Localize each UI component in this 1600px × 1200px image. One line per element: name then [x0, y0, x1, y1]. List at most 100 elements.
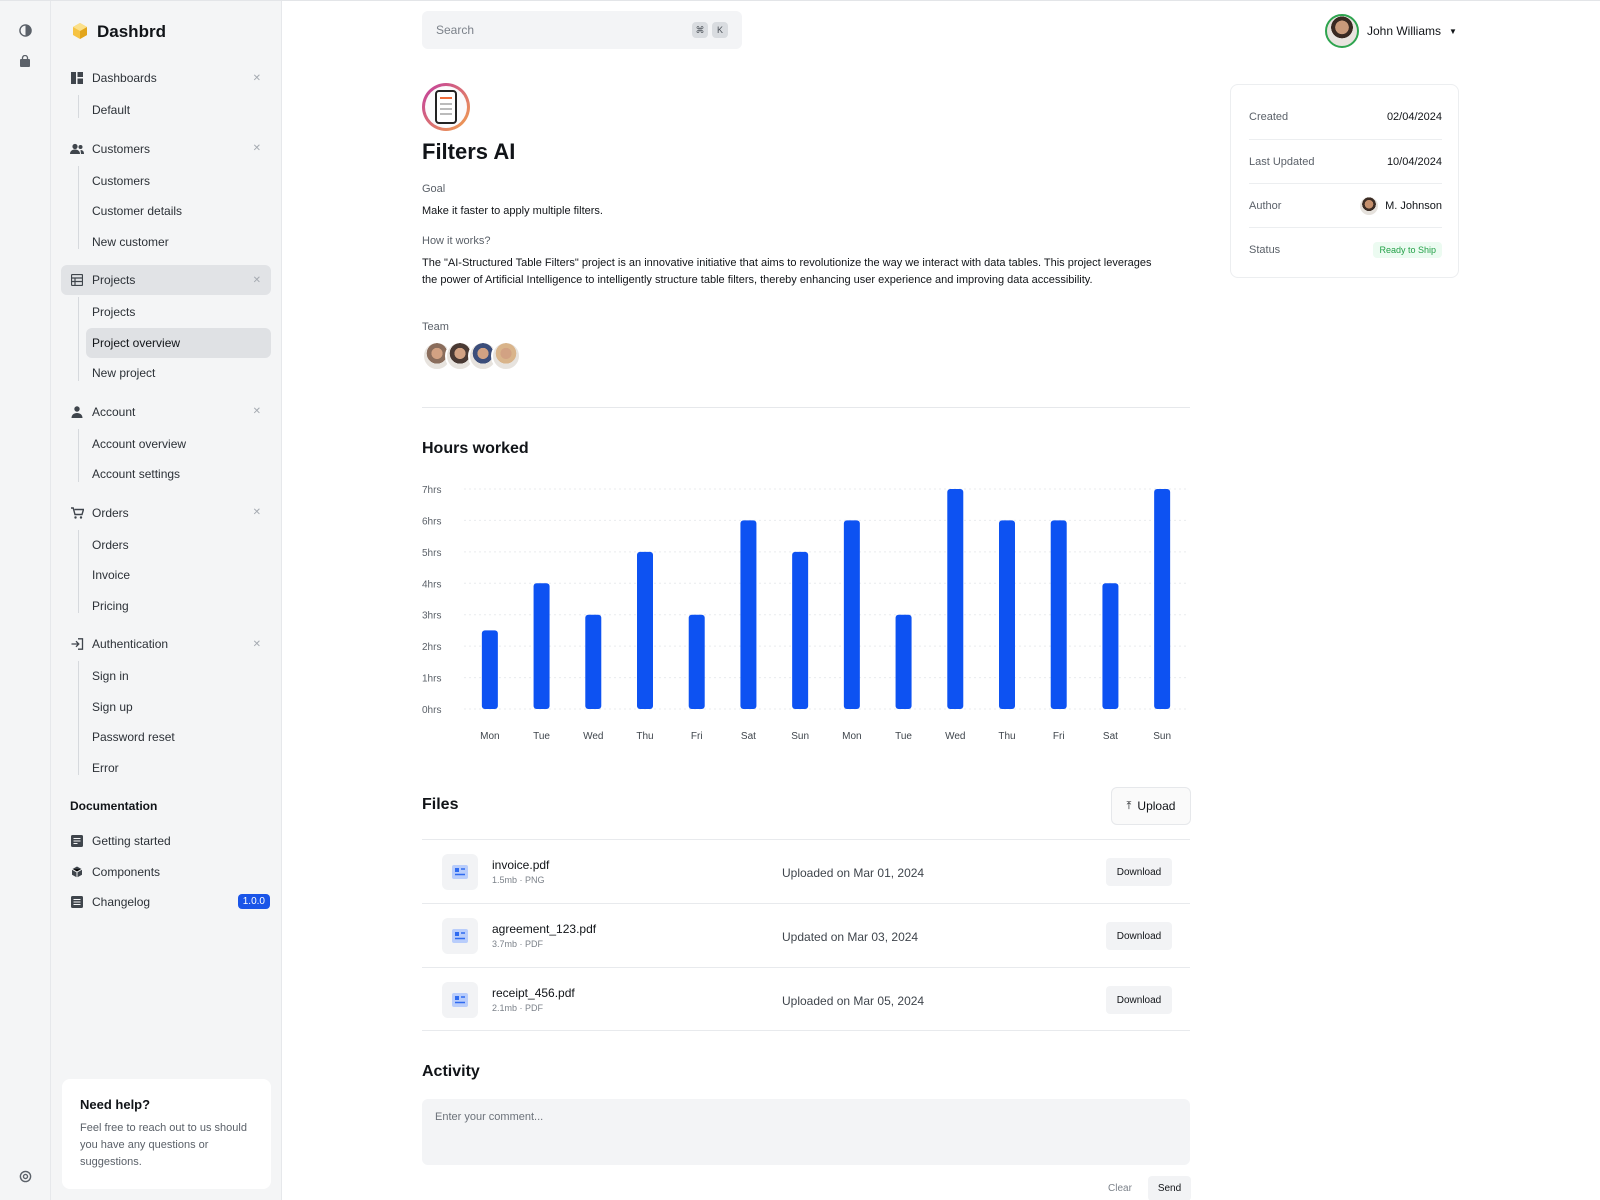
collapse-icon[interactable]: ✕: [252, 143, 261, 154]
icon-rail: [0, 1, 51, 1200]
file-name[interactable]: agreement_123.pdf: [492, 922, 597, 936]
y-tick-label: 0hrs: [422, 705, 441, 716]
bar[interactable]: [895, 614, 912, 709]
created-label: Created: [1249, 111, 1289, 123]
sidebar-item-account-settings[interactable]: Account settings: [92, 467, 181, 481]
file-name[interactable]: receipt_456.pdf: [492, 986, 575, 1000]
sidebar-item-invoice[interactable]: Invoice: [92, 568, 131, 582]
sidebar: Dashbrd Dashboards ✕ Default Customers ✕ Cust…: [51, 1, 282, 1200]
bar[interactable]: [999, 520, 1015, 709]
download-button[interactable]: Download: [1106, 986, 1172, 1014]
clear-button[interactable]: Clear: [1108, 1183, 1132, 1194]
bar[interactable]: [1050, 520, 1067, 709]
bar[interactable]: [585, 614, 602, 709]
brand[interactable]: Dashbrd: [71, 21, 166, 43]
file-date: Uploaded on Mar 01, 2024: [782, 866, 925, 880]
users-icon: [70, 142, 84, 156]
bar[interactable]: [688, 614, 705, 709]
bar[interactable]: [740, 520, 757, 709]
login-icon: [70, 637, 84, 651]
page-title: Filters AI: [422, 139, 516, 164]
doc-item-components[interactable]: Components: [70, 861, 270, 883]
sidebar-group-label: Account: [92, 404, 136, 419]
status-badge: Ready to Ship: [1373, 241, 1442, 258]
sidebar-item-error[interactable]: Error: [92, 760, 119, 775]
status-label: Status: [1249, 243, 1281, 256]
sidebar-item-customers[interactable]: Customers: [92, 173, 151, 188]
author-label: Author: [1249, 199, 1282, 212]
tree-line: [78, 297, 79, 381]
logo-icon: [71, 22, 89, 43]
lifebuoy-icon[interactable]: [18, 1169, 32, 1183]
upload-label: Upload: [1137, 799, 1176, 813]
sidebar-group-customers[interactable]: Customers ✕: [61, 134, 271, 164]
sidebar-item-projects[interactable]: Projects: [92, 305, 136, 319]
file-row: receipt_456.pdf 2.1mb · PDF Uploaded on Ma…: [422, 967, 1190, 1031]
sidebar-item-customer-details[interactable]: Customer details: [92, 204, 183, 218]
user-menu[interactable]: John Williams ▼: [1325, 14, 1457, 48]
team-member-avatar[interactable]: [491, 341, 521, 371]
file-row: invoice.pdf 1.5mb · PNG Uploaded on Mar 01…: [422, 839, 1190, 903]
sidebar-item-orders[interactable]: Orders: [92, 537, 129, 552]
team-label: Team: [422, 321, 449, 333]
doc-item-getting-started[interactable]: Getting started: [70, 830, 270, 852]
sidebar-item-new-project[interactable]: New project: [92, 366, 156, 380]
bar[interactable]: [637, 551, 653, 709]
download-button[interactable]: Download: [1106, 858, 1172, 886]
sidebar-group-label: Dashboards: [92, 71, 157, 85]
activity-title: Activity: [422, 1063, 480, 1080]
sidebar-item-password-reset[interactable]: Password reset: [92, 730, 175, 744]
file-icon: [442, 854, 478, 890]
collapse-icon[interactable]: ✕: [252, 507, 261, 518]
collapse-icon[interactable]: ✕: [252, 638, 261, 650]
sidebar-item-pricing[interactable]: Pricing: [92, 598, 129, 613]
bar[interactable]: [947, 489, 964, 709]
doc-item-changelog[interactable]: Changelog 1.0.0: [70, 891, 270, 913]
download-button[interactable]: Download: [1106, 922, 1172, 950]
sidebar-group-dashboards[interactable]: Dashboards ✕: [61, 63, 271, 93]
x-tick-label: Sun: [791, 731, 809, 742]
upload-button[interactable]: ⤒ Upload: [1111, 787, 1191, 825]
bar[interactable]: [792, 551, 809, 709]
brand-name: Dashbrd: [97, 22, 166, 41]
sidebar-group-projects[interactable]: Projects ✕: [61, 265, 271, 295]
bar[interactable]: [1154, 489, 1171, 709]
documentation-heading: Documentation: [70, 799, 158, 813]
tree-line: [78, 165, 79, 249]
x-tick-label: Fri: [1053, 731, 1065, 742]
doc-item-label: Getting started: [92, 834, 171, 848]
collapse-icon[interactable]: ✕: [252, 406, 261, 417]
bar[interactable]: [1102, 583, 1119, 709]
file-name[interactable]: invoice.pdf: [492, 858, 550, 872]
sidebar-item-sign-in[interactable]: Sign in: [92, 669, 129, 683]
sidebar-group-orders[interactable]: Orders ✕: [61, 498, 271, 528]
files-title: Files: [422, 796, 459, 813]
bag-icon[interactable]: [18, 54, 32, 68]
bar[interactable]: [481, 630, 498, 709]
sidebar-item-account-overview[interactable]: Account overview: [92, 436, 187, 451]
comment-input[interactable]: [422, 1099, 1190, 1165]
theme-toggle-icon[interactable]: [18, 23, 32, 37]
y-tick-label: 7hrs: [422, 485, 441, 496]
file-icon: [442, 918, 478, 954]
bar[interactable]: [843, 520, 860, 709]
sidebar-item-default[interactable]: Default: [92, 103, 131, 117]
goal-text: Make it faster to apply multiple filters…: [422, 205, 603, 217]
bar[interactable]: [533, 583, 550, 709]
sidebar-group-authentication[interactable]: Authentication ✕: [61, 629, 271, 659]
sidebar-group-label: Authentication: [92, 637, 169, 651]
sidebar-item-new-customer[interactable]: New customer: [92, 234, 169, 249]
sidebar-item-project-overview[interactable]: Project overview: [86, 327, 271, 358]
x-tick-label: Fri: [691, 731, 703, 742]
y-tick-label: 5hrs: [422, 548, 441, 559]
send-button[interactable]: Send: [1148, 1176, 1191, 1200]
x-tick-label: Thu: [998, 731, 1015, 742]
x-tick-label: Mon: [842, 731, 861, 742]
phone-icon: [435, 90, 457, 124]
collapse-icon[interactable]: ✕: [252, 72, 261, 84]
search-input[interactable]: Search ⌘ K: [422, 11, 742, 49]
sidebar-group-account[interactable]: Account ✕: [61, 397, 271, 427]
sidebar-item-sign-up[interactable]: Sign up: [92, 699, 133, 714]
goal-label: Goal: [422, 183, 446, 195]
collapse-icon[interactable]: ✕: [252, 274, 261, 286]
